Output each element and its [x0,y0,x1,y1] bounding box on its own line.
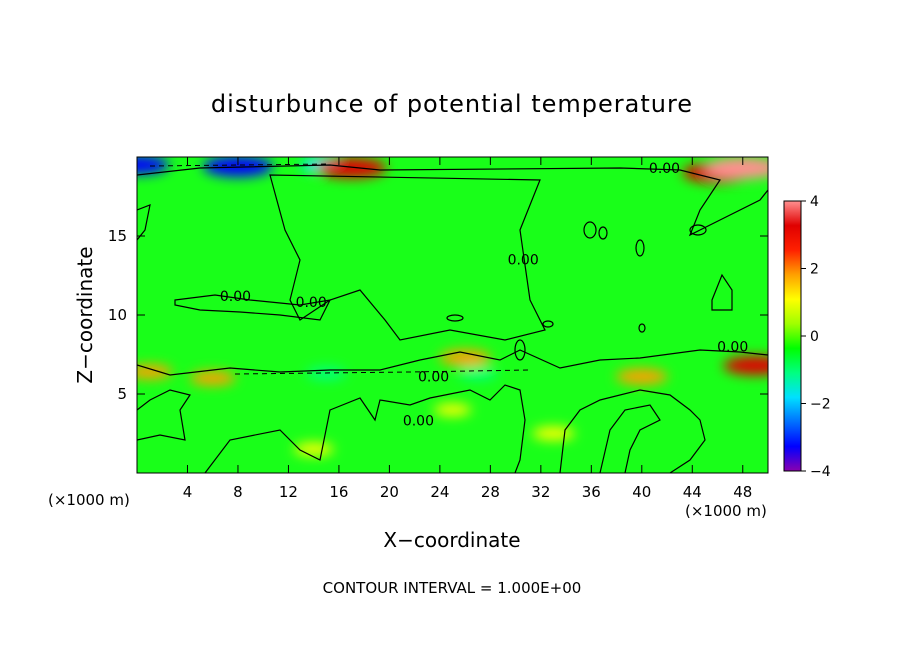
contour-loop-8 [514,339,526,361]
contour-label-6: 0.00 [508,252,539,268]
y-axis-label: Z−coordinate [73,246,97,383]
colorbar-tick-label-2: 2 [810,262,819,278]
field-blob-11 [615,368,668,385]
contour-interval-footer: CONTOUR INTERVAL = 1.000E+00 [323,579,582,597]
contour-lines [137,164,768,473]
field-blob-14 [293,442,334,456]
colorbar-tick-label--4: −4 [810,464,831,480]
field-blob-15 [433,403,472,416]
contour-label-3: 0.00 [418,369,449,385]
contour-line-right-blob [711,273,733,311]
x-tick-label-44: 44 [683,483,702,501]
x-tick-label-24: 24 [430,483,449,501]
contour-label-0: 0.00 [649,161,680,177]
contour-line-top [137,164,768,237]
negative-contours [149,163,531,375]
contour-label-1: 0.00 [220,289,251,305]
field-blob-10 [439,349,492,366]
contour-label-2: 0.00 [296,295,327,311]
contour-line-left-upper [137,204,151,241]
plot-area: 0.00 0.00 0.00 0.00 0.00 0.00 0.00 [136,156,769,474]
field-blob-3 [316,157,387,179]
x-tick-label-28: 28 [481,483,500,501]
field-blob-9 [189,370,236,386]
contour-line-lower-1 [137,389,191,441]
contour-loop-5 [446,314,464,322]
field-blob-5 [704,157,768,180]
x-tick-label-4: 4 [183,483,193,501]
y-tick-label-10: 10 [108,306,127,324]
x-unit-right: (×1000 m) [685,502,767,520]
y-tick-label-5: 5 [117,385,127,403]
x-tick-label-16: 16 [329,483,348,501]
x-tick-label-40: 40 [632,483,651,501]
contour-label-5: 0.00 [717,339,748,355]
negative-contour-mid [234,369,531,375]
x-tick-label-12: 12 [279,483,298,501]
x-tick-label-36: 36 [582,483,601,501]
chart-title: disturbunce of potential temperature [211,90,693,118]
field-blob-13 [532,426,575,441]
contour-line-lower-2 [204,384,526,473]
colorbar-gradient [783,200,802,472]
contour-loop-1 [583,221,597,239]
x-axis: 4 8 12 16 20 24 28 32 36 40 44 48 [183,157,752,501]
contour-loop-6 [638,323,646,333]
contour-line-left-mid [174,294,332,321]
x-tick-label-48: 48 [733,483,752,501]
contour-line-upper [269,174,546,341]
colorbar: 4 2 0 −2 −4 [783,194,831,480]
colorbar-tick-label-0: 0 [810,329,819,345]
contour-line-lower-4 [599,404,661,473]
colorbar-tick-label-4: 4 [810,194,819,210]
colorbar-tick-label--2: −2 [810,397,831,413]
x-tick-label-8: 8 [233,483,243,501]
contour-loop-3 [635,239,645,257]
contour-line-middle [137,349,768,376]
contour-loop-4 [689,224,707,236]
contour-labels: 0.00 0.00 0.00 0.00 0.00 0.00 0.00 [220,161,748,430]
x-unit-left: (×1000 m) [48,491,130,509]
contour-loop-7 [542,320,554,328]
field-blob-8 [137,364,173,380]
negative-contour-top [149,163,331,167]
contour-label-4: 0.00 [403,414,434,430]
contour-line-lower-3 [559,389,706,473]
y-axis: 5 10 15 [108,227,768,403]
x-tick-label-20: 20 [380,483,399,501]
field-blob-6 [306,366,347,380]
field-blob-12 [723,356,768,376]
colorbar-ticks: 4 2 0 −2 −4 [801,194,831,480]
contour-loop-2 [598,226,608,240]
x-tick-label-32: 32 [531,483,550,501]
x-axis-label: X−coordinate [383,528,520,552]
field-blob-7 [457,366,498,380]
y-tick-label-15: 15 [108,227,127,245]
